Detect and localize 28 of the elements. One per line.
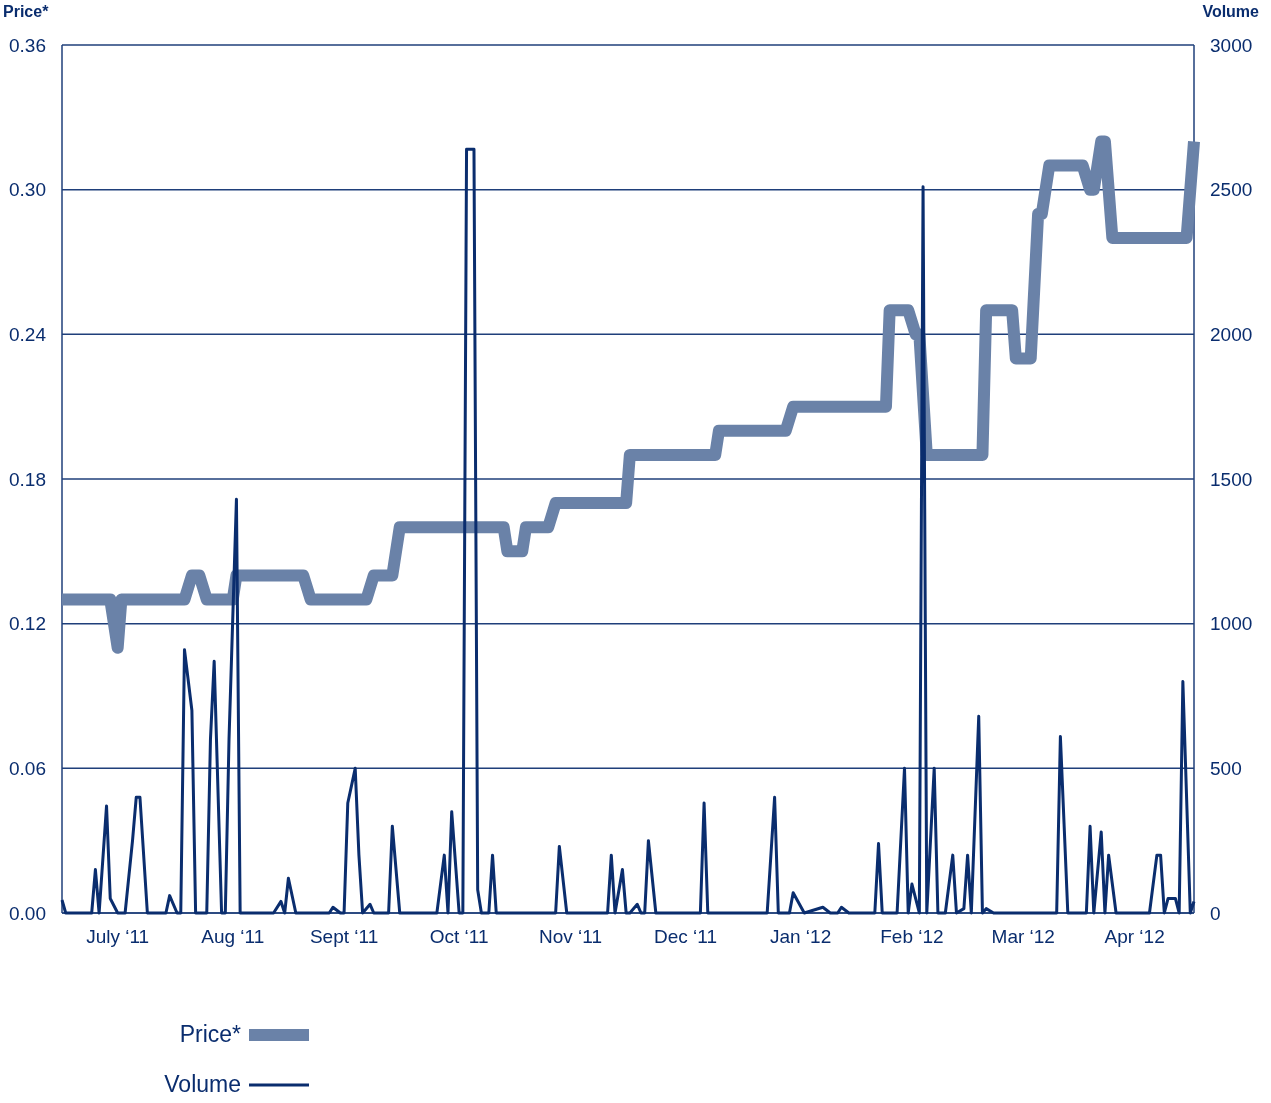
legend-label: Volume <box>164 1071 241 1097</box>
y2-tick-label: 0 <box>1210 902 1221 924</box>
y2-tick-label: 2500 <box>1210 179 1253 201</box>
y2-tick-label: 3000 <box>1210 34 1253 56</box>
y-tick-label: 0.36 <box>9 34 46 56</box>
y2-tick-label: 1000 <box>1210 613 1253 635</box>
x-tick-label: Sept ‘11 <box>309 926 379 947</box>
y-tick-label: 0.06 <box>9 757 46 779</box>
x-tick-label: Jan ‘12 <box>769 926 832 947</box>
x-tick-label: Dec ‘11 <box>654 926 718 947</box>
x-tick-label: Oct ‘11 <box>429 926 489 947</box>
y2-axis-title: Volume <box>1202 3 1260 20</box>
y2-tick-label: 2000 <box>1210 323 1253 345</box>
x-tick-label: Nov ‘11 <box>538 926 602 947</box>
y2-tick-label: 1500 <box>1210 468 1253 490</box>
x-tick-label: Feb ‘12 <box>880 926 944 947</box>
x-tick-label: Mar ‘12 <box>991 926 1055 947</box>
y-tick-label: 0.00 <box>9 902 46 924</box>
x-tick-label: Apr ‘12 <box>1104 926 1165 947</box>
y-tick-label: 0.12 <box>9 613 46 635</box>
y-tick-label: 0.30 <box>9 179 46 201</box>
x-tick-label: July ‘11 <box>86 926 150 947</box>
y-tick-label: 0.24 <box>9 323 47 345</box>
y-tick-label: 0.18 <box>9 468 46 490</box>
y-axis-title: Price* <box>3 3 50 20</box>
legend-label: Price* <box>179 1021 242 1047</box>
x-tick-label: Aug ‘11 <box>201 926 265 947</box>
y2-tick-label: 500 <box>1210 757 1242 779</box>
